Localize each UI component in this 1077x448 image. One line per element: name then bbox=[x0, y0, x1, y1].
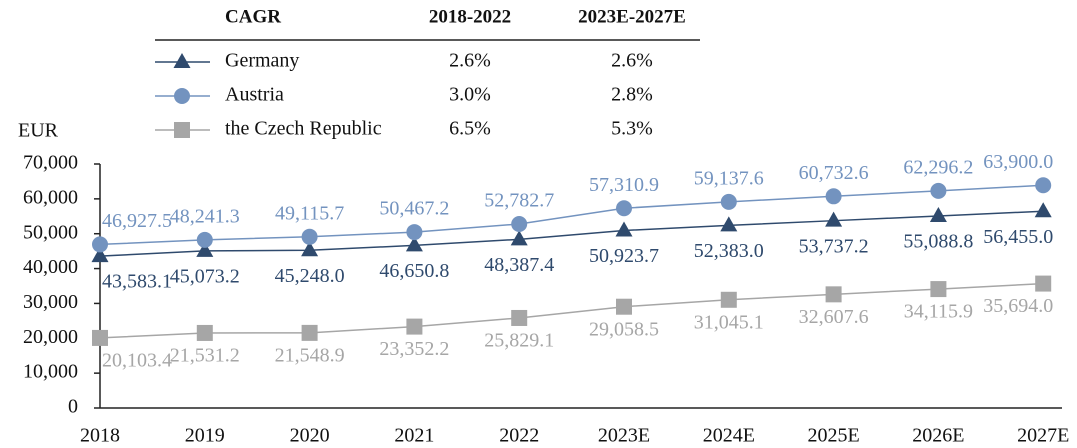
data-point bbox=[720, 291, 737, 308]
data-point bbox=[510, 230, 528, 246]
data-label: 48,387.4 bbox=[484, 254, 554, 276]
y-tick-label: 60,000 bbox=[23, 186, 78, 208]
data-label: 20,103.4 bbox=[102, 350, 172, 372]
x-tick-label: 2026E bbox=[912, 425, 964, 447]
data-label: 23,352.2 bbox=[379, 338, 449, 360]
data-point bbox=[406, 318, 423, 335]
x-tick-label: 2022 bbox=[499, 425, 539, 447]
data-label: 50,923.7 bbox=[589, 245, 659, 267]
data-label: 46,650.8 bbox=[379, 260, 449, 282]
data-label: 29,058.5 bbox=[589, 318, 659, 340]
data-label: 57,310.9 bbox=[589, 174, 659, 196]
cagr-value: 6.5% bbox=[449, 118, 491, 140]
x-tick-label: 2021 bbox=[394, 425, 434, 447]
data-point bbox=[1035, 177, 1052, 194]
legend-marker bbox=[174, 122, 190, 138]
data-point bbox=[196, 324, 213, 341]
cagr-value: 2.6% bbox=[449, 50, 491, 72]
x-tick-label: 2027E bbox=[1017, 425, 1069, 447]
legend-header: 2023E-2027E bbox=[578, 6, 686, 27]
data-point bbox=[92, 236, 108, 253]
data-point bbox=[301, 241, 319, 257]
data-label: 49,115.7 bbox=[275, 202, 344, 224]
data-point bbox=[929, 206, 947, 222]
data-point bbox=[301, 324, 318, 341]
y-tick-label: 30,000 bbox=[23, 291, 78, 313]
data-point bbox=[825, 188, 842, 205]
data-label: 35,694.0 bbox=[983, 295, 1053, 317]
series-line bbox=[99, 210, 1044, 257]
data-label: 32,607.6 bbox=[799, 306, 869, 328]
data-label: 60,732.6 bbox=[799, 162, 869, 184]
data-label: 43,583.1 bbox=[102, 271, 172, 293]
data-label: 52,383.0 bbox=[694, 240, 764, 262]
cagr-value: 2.6% bbox=[611, 50, 653, 72]
data-label: 45,248.0 bbox=[275, 265, 345, 287]
x-tick-label: 2018 bbox=[80, 425, 120, 447]
x-tick-label: 2025E bbox=[807, 425, 859, 447]
data-point bbox=[720, 193, 737, 210]
y-tick-label: 50,000 bbox=[23, 221, 78, 243]
data-point bbox=[511, 216, 528, 233]
y-tick-label: 70,000 bbox=[23, 152, 78, 174]
data-label: 45,073.2 bbox=[170, 265, 240, 287]
data-point bbox=[930, 281, 947, 298]
data-point bbox=[930, 182, 947, 199]
legend-marker bbox=[174, 88, 190, 104]
data-point bbox=[301, 228, 318, 245]
cagr-value: 5.3% bbox=[611, 118, 653, 140]
data-label: 50,467.2 bbox=[379, 198, 449, 220]
data-label: 59,137.6 bbox=[694, 167, 764, 189]
legend-header: 2018-2022 bbox=[429, 6, 511, 27]
data-point bbox=[196, 231, 213, 248]
legend-label: Austria bbox=[225, 84, 284, 106]
y-tick-label: 40,000 bbox=[23, 256, 78, 278]
y-tick-label: 0 bbox=[68, 396, 78, 418]
data-label: 55,088.8 bbox=[903, 231, 973, 253]
data-label: 34,115.9 bbox=[904, 301, 973, 323]
x-tick-label: 2020 bbox=[290, 425, 330, 447]
data-label: 21,548.9 bbox=[275, 344, 345, 366]
data-point bbox=[615, 221, 633, 237]
data-label: 48,241.3 bbox=[170, 205, 240, 227]
data-point bbox=[825, 286, 842, 303]
data-point bbox=[406, 224, 423, 241]
data-label: 62,296.2 bbox=[903, 156, 973, 178]
x-tick-label: 2024E bbox=[703, 425, 755, 447]
cagr-value: 3.0% bbox=[449, 84, 491, 106]
data-label: 46,927.5 bbox=[102, 210, 172, 232]
y-tick-label: 10,000 bbox=[23, 361, 78, 383]
y-tick-label: 20,000 bbox=[23, 326, 78, 348]
data-label: 56,455.0 bbox=[983, 226, 1053, 248]
data-label: 53,737.2 bbox=[799, 235, 869, 257]
data-label: 52,782.7 bbox=[484, 190, 554, 212]
data-label: 25,829.1 bbox=[484, 330, 554, 352]
data-point bbox=[720, 216, 738, 232]
data-point bbox=[616, 298, 632, 315]
data-point bbox=[616, 200, 632, 217]
legend-label: Germany bbox=[225, 50, 299, 72]
data-label: 63,900.0 bbox=[983, 151, 1053, 173]
data-point bbox=[196, 241, 214, 257]
data-point bbox=[91, 247, 109, 263]
data-point bbox=[1035, 275, 1052, 292]
legend-marker bbox=[173, 53, 191, 68]
data-point bbox=[1034, 202, 1052, 218]
data-point bbox=[825, 211, 843, 227]
x-tick-label: 2019 bbox=[185, 425, 225, 447]
data-point bbox=[511, 309, 528, 326]
data-point bbox=[92, 329, 108, 346]
data-point bbox=[405, 236, 423, 252]
data-label: 31,045.1 bbox=[694, 311, 764, 333]
x-tick-label: 2023E bbox=[598, 425, 650, 447]
data-label: 21,531.2 bbox=[170, 345, 240, 367]
y-axis-label: EUR bbox=[18, 120, 59, 142]
legend-header: CAGR bbox=[225, 6, 281, 27]
cagr-value: 2.8% bbox=[611, 84, 653, 106]
series-line bbox=[99, 184, 1044, 246]
series-line bbox=[99, 282, 1044, 339]
legend-label: the Czech Republic bbox=[225, 118, 382, 140]
